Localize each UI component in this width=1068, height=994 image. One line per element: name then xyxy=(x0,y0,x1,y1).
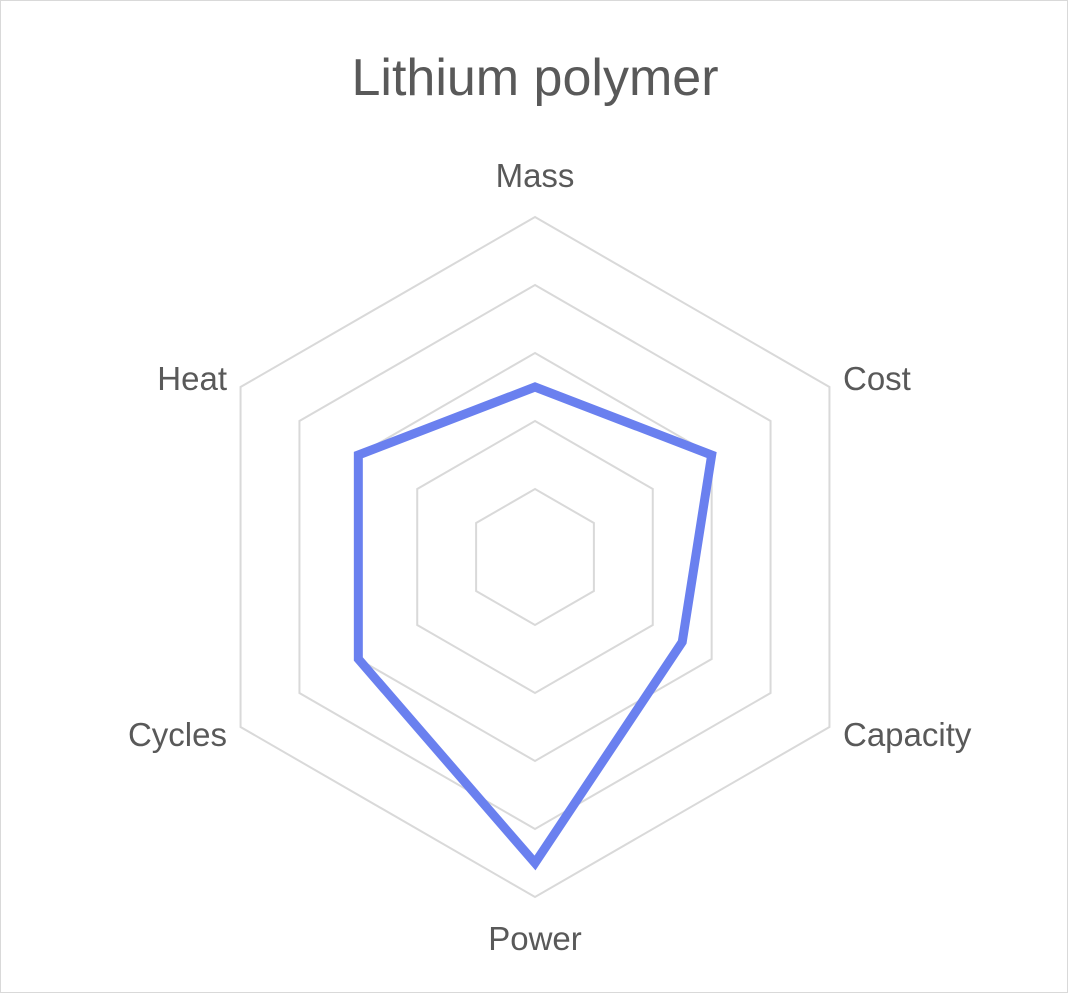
axis-label-power: Power xyxy=(488,920,582,957)
axis-label-mass: Mass xyxy=(496,157,575,194)
axis-label-cost: Cost xyxy=(843,360,911,397)
grid-ring-1 xyxy=(476,489,594,625)
axis-label-capacity: Capacity xyxy=(843,716,972,753)
axis-label-heat: Heat xyxy=(157,360,227,397)
radar-grid xyxy=(241,217,830,897)
axis-label-cycles: Cycles xyxy=(128,716,227,753)
grid-ring-3 xyxy=(358,353,711,761)
grid-ring-2 xyxy=(417,421,653,693)
grid-ring-5 xyxy=(241,217,830,897)
